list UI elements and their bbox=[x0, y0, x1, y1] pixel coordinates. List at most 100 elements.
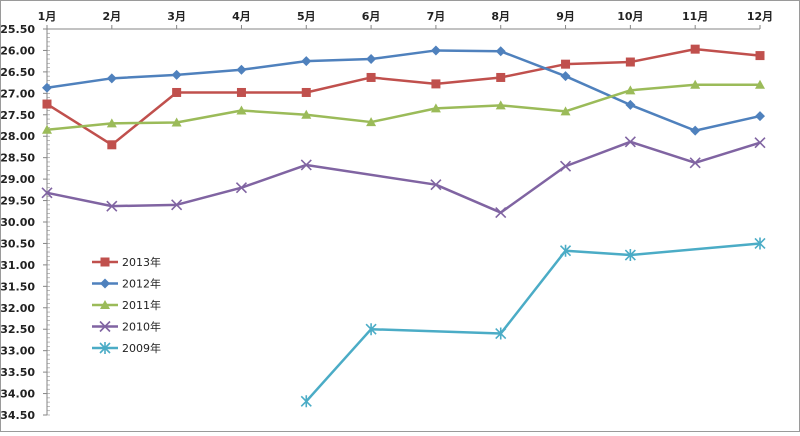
y-tick-label: 26.00 bbox=[0, 44, 35, 57]
legend-label: 2012年 bbox=[122, 277, 161, 291]
data-point-marker bbox=[755, 79, 765, 89]
y-tick-label: 25.50 bbox=[0, 23, 35, 36]
data-point-marker bbox=[171, 199, 183, 211]
y-tick-label: 29.00 bbox=[0, 173, 35, 186]
y-tick-label: 31.00 bbox=[0, 259, 35, 272]
series-line bbox=[46, 49, 761, 132]
data-point-marker bbox=[755, 51, 765, 61]
y-tick-label: 32.00 bbox=[0, 302, 35, 315]
data-point-marker bbox=[107, 140, 117, 150]
data-point-marker bbox=[559, 160, 572, 172]
data-point-marker bbox=[560, 71, 571, 82]
data-point-marker bbox=[495, 46, 506, 57]
x-tick-label: 10月 bbox=[617, 10, 643, 23]
data-point-marker bbox=[171, 117, 182, 127]
data-point-marker bbox=[495, 100, 506, 110]
series-2012年 bbox=[42, 45, 765, 136]
data-point-marker bbox=[42, 99, 52, 109]
data-point-marker bbox=[106, 118, 117, 128]
x-tick-label: 4月 bbox=[232, 10, 251, 23]
data-point-marker bbox=[171, 69, 182, 80]
data-point-marker bbox=[690, 79, 701, 89]
data-point-marker bbox=[754, 137, 766, 149]
y-tick-label: 30.00 bbox=[0, 216, 35, 229]
y-tick-label: 33.00 bbox=[0, 345, 35, 358]
data-point-marker bbox=[430, 45, 441, 56]
data-point-marker bbox=[496, 72, 506, 82]
data-point-marker bbox=[755, 111, 765, 122]
y-tick-label: 31.50 bbox=[0, 280, 35, 293]
series-2010年 bbox=[41, 136, 766, 219]
x-tick-label: 9月 bbox=[556, 10, 575, 23]
data-point-marker bbox=[301, 109, 312, 119]
series-lines bbox=[41, 44, 766, 408]
series-line bbox=[46, 83, 760, 132]
data-point-marker bbox=[301, 87, 311, 97]
data-point-marker bbox=[106, 200, 118, 212]
data-point-marker bbox=[41, 187, 53, 199]
data-point-marker bbox=[366, 54, 377, 65]
y-tick-label: 29.50 bbox=[0, 195, 35, 208]
data-point-marker bbox=[560, 106, 571, 116]
x-tick-label: 2月 bbox=[102, 10, 121, 23]
legend-entry: 2009年 bbox=[92, 341, 161, 355]
y-tick-label: 34.00 bbox=[0, 388, 35, 401]
x-tick-label: 7月 bbox=[427, 10, 446, 23]
data-point-marker bbox=[431, 79, 441, 89]
legend-entry: 2013年 bbox=[92, 255, 161, 269]
data-point-marker bbox=[300, 395, 312, 408]
data-point-marker bbox=[495, 327, 507, 340]
data-point-marker bbox=[235, 182, 248, 194]
data-point-marker bbox=[99, 320, 111, 333]
data-point-marker bbox=[100, 257, 110, 267]
data-point-marker bbox=[625, 99, 636, 110]
y-tick-label: 27.50 bbox=[0, 109, 35, 122]
legend-entry: 2012年 bbox=[92, 277, 161, 291]
data-point-marker bbox=[300, 159, 312, 171]
x-tick-label: 6月 bbox=[362, 10, 381, 23]
data-point-marker bbox=[301, 56, 312, 67]
y-tick-label: 30.50 bbox=[0, 237, 35, 250]
y-tick-label: 27.00 bbox=[0, 87, 35, 100]
data-point-marker bbox=[495, 206, 507, 219]
data-point-marker bbox=[236, 105, 247, 115]
y-tick-label: 28.50 bbox=[0, 152, 35, 165]
data-point-marker bbox=[624, 136, 636, 148]
legend-label: 2011年 bbox=[122, 298, 161, 312]
data-point-marker bbox=[172, 87, 182, 97]
data-point-marker bbox=[690, 44, 700, 54]
legend-label: 2009年 bbox=[122, 341, 161, 355]
y-tick-label: 26.50 bbox=[0, 66, 35, 79]
data-point-marker bbox=[625, 57, 635, 67]
y-tick-label: 28.00 bbox=[0, 130, 35, 143]
data-point-marker bbox=[689, 157, 701, 169]
axes: 1月 2月 3月 4月 5月 6月 7月 8月 9月 10月 11月 12月 25.50 26.00 26.… bbox=[0, 10, 773, 422]
series-2013年 bbox=[42, 44, 765, 150]
data-point-marker bbox=[42, 82, 52, 93]
data-point-marker bbox=[624, 249, 636, 262]
series-line bbox=[305, 242, 761, 403]
legend: 2013年 2012年 2011年 2010年 2009年 bbox=[92, 255, 161, 355]
data-point-marker bbox=[366, 72, 376, 82]
data-point-marker bbox=[625, 85, 636, 95]
data-point-marker bbox=[754, 237, 766, 250]
data-point-marker bbox=[100, 300, 110, 309]
legend-label: 2013年 bbox=[122, 255, 161, 269]
y-tick-label: 34.50 bbox=[0, 409, 35, 422]
x-tick-label: 5月 bbox=[297, 10, 316, 23]
x-tick-label: 11月 bbox=[682, 10, 708, 23]
series-line bbox=[46, 47, 761, 147]
x-tick-label: 12月 bbox=[747, 10, 773, 23]
x-tick-label: 8月 bbox=[491, 10, 510, 23]
data-point-marker bbox=[236, 64, 247, 75]
x-tick-label: 3月 bbox=[167, 10, 186, 23]
data-point-marker bbox=[366, 117, 377, 127]
data-point-marker bbox=[561, 59, 571, 69]
data-point-marker bbox=[99, 342, 111, 354]
series-2011年 bbox=[42, 79, 765, 134]
legend-entry: 2010年 bbox=[92, 320, 161, 334]
legend-label: 2010年 bbox=[122, 320, 161, 334]
data-point-marker bbox=[106, 73, 117, 84]
